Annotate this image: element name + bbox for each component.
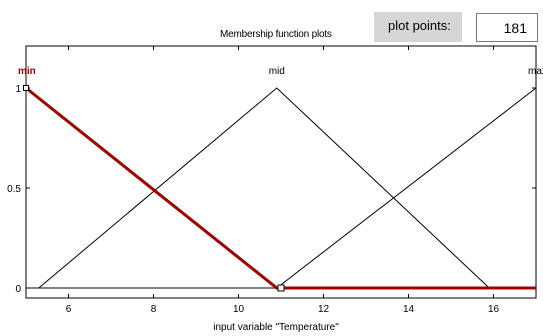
mf-label-min[interactable]: min (18, 66, 36, 77)
y-tick-label: 0.5 (7, 184, 21, 195)
x-tick-label: 8 (151, 304, 157, 315)
x-tick-label: 6 (66, 304, 72, 315)
mf-line-max[interactable] (26, 87, 537, 289)
x-tick-label: 10 (233, 304, 245, 315)
mf-label-max[interactable]: max (528, 66, 543, 77)
plot-points-input[interactable] (476, 13, 538, 42)
y-tick-label: 0 (15, 284, 21, 295)
plot-points-label: plot points: (374, 12, 462, 42)
y-tick-label: 1 (15, 84, 21, 95)
x-tick-label: 16 (488, 304, 500, 315)
selection-handle[interactable] (23, 85, 29, 91)
mf-line-mid[interactable] (38, 87, 490, 289)
x-tick-label: 14 (403, 304, 415, 315)
x-axis-label: input variable "Temperature" (213, 322, 339, 333)
mf-label-mid[interactable]: mid (269, 66, 285, 77)
plot-title: Membership function plots (220, 29, 332, 40)
plot-area (25, 45, 537, 299)
selection-marker[interactable] (277, 284, 285, 292)
mf-line-min[interactable] (25, 86, 536, 290)
x-tick-label: 12 (318, 304, 330, 315)
